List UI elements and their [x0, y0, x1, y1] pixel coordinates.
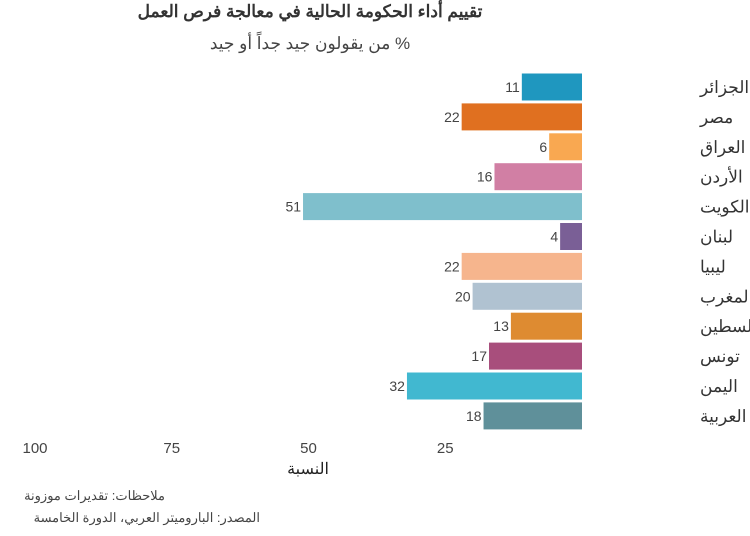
x-tick-label: 25: [437, 440, 454, 457]
category-label: اليمن: [700, 377, 738, 397]
bar: [521, 73, 582, 101]
data-label: 32: [389, 378, 405, 394]
bar: [489, 342, 582, 370]
bar: [472, 282, 582, 310]
x-axis-title: النسبة: [287, 461, 329, 478]
bar: [494, 163, 582, 191]
category-label: العراق: [700, 138, 745, 158]
x-tick-label: 100: [22, 440, 47, 457]
category-label: الكويت: [700, 198, 750, 218]
source-text: المصدر: الباروميتر العربي، الدورة الخامس…: [33, 510, 260, 525]
bar: [303, 193, 582, 221]
bar: [510, 312, 582, 340]
category-label: تونس: [700, 347, 740, 367]
data-label: 22: [444, 109, 460, 125]
data-label: 17: [471, 348, 487, 364]
bar: [549, 133, 582, 161]
data-label: 13: [493, 318, 509, 334]
category-label: الدول العربية: [700, 407, 750, 427]
data-label: 20: [455, 288, 471, 304]
category-label: لبنان: [700, 228, 733, 247]
data-label: 4: [550, 229, 558, 245]
chart-title: تقييم أداء الحكومة الحالية في معالجة فرص…: [137, 2, 483, 21]
data-label: 18: [466, 408, 482, 424]
category-label: فلسطين: [700, 317, 750, 337]
bar: [560, 223, 582, 250]
data-label: 6: [539, 139, 547, 155]
category-label: مصر: [699, 108, 733, 128]
chart-subtitle: % من يقولون جيد جداً أو جيد: [209, 34, 411, 53]
category-label: ليبيا: [700, 257, 726, 276]
data-label: 51: [285, 199, 301, 215]
x-tick-label: 50: [300, 440, 317, 457]
notes-text: ملاحظات: تقديرات موزونة: [24, 488, 165, 503]
bar: [461, 103, 582, 131]
bar: [483, 402, 582, 430]
bar: [461, 252, 582, 280]
category-label: الجزائر: [699, 78, 749, 98]
x-tick-label: 75: [163, 440, 180, 457]
category-label: الأردن: [700, 167, 743, 188]
data-label: 22: [444, 258, 460, 274]
bar: [406, 372, 582, 400]
data-label: 16: [477, 169, 493, 185]
data-label: 11: [505, 79, 520, 95]
category-label: المغرب: [700, 287, 750, 307]
